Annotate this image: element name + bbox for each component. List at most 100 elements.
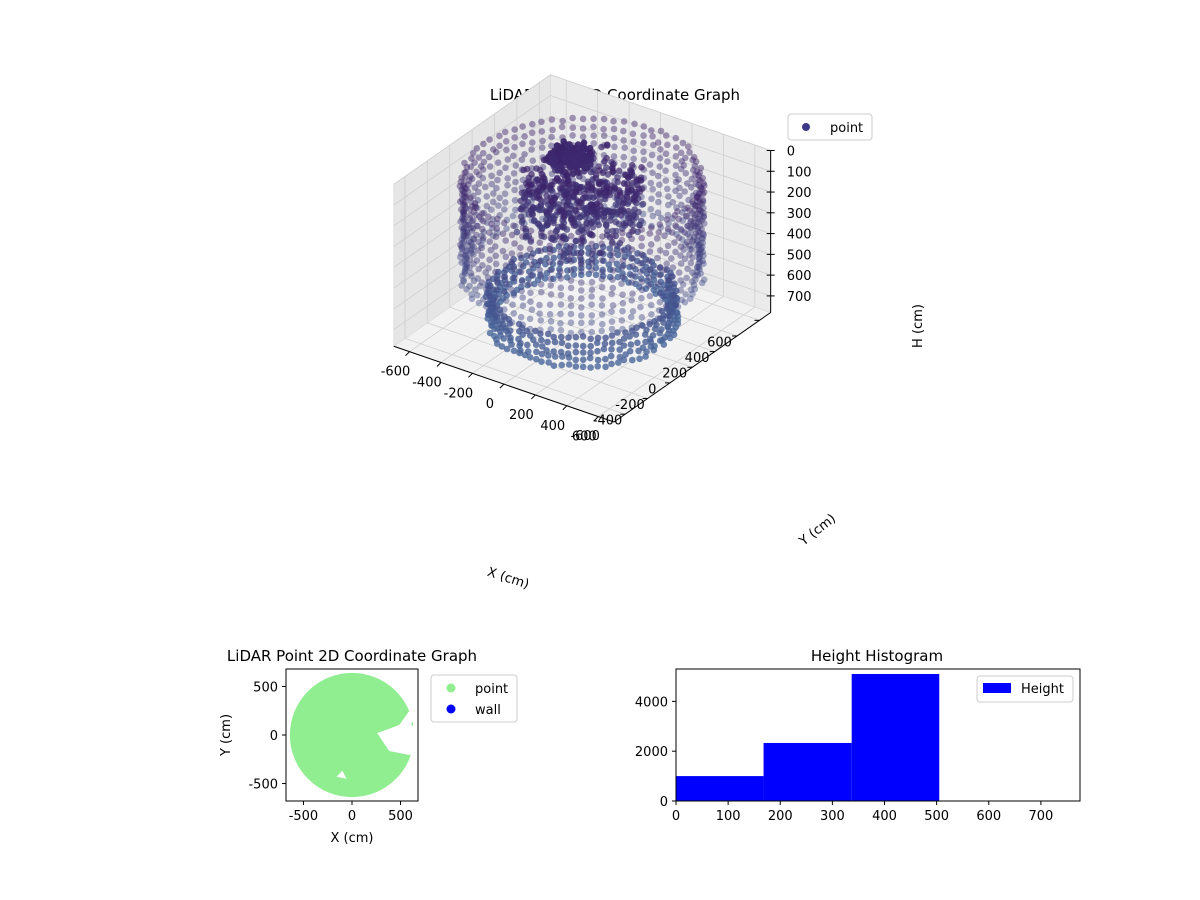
tick-label-x: -400: [412, 376, 442, 391]
point-3d: [463, 259, 471, 267]
point-3d: [577, 254, 584, 261]
point-3d: [598, 283, 606, 291]
point-3d: [543, 269, 551, 277]
point-3d: [636, 221, 643, 229]
point-3d: [654, 254, 661, 262]
point-3d: [672, 300, 679, 308]
point-3d: [462, 254, 470, 262]
tick-label-h: 200: [787, 186, 812, 201]
point-3d: [690, 153, 698, 161]
point-3d: [608, 256, 616, 264]
point-3d: [552, 212, 559, 219]
point-3d: [457, 253, 464, 261]
point-3d: [598, 302, 606, 309]
point-3d: [512, 178, 519, 186]
point-3d: [590, 123, 597, 131]
point-3d: [699, 190, 706, 198]
point-3d: [510, 347, 518, 355]
point-3d: [574, 211, 582, 218]
point-3d: [684, 230, 691, 238]
point-3d: [510, 265, 518, 273]
point-3d: [564, 350, 572, 357]
point-3d: [697, 246, 704, 253]
point-3d: [601, 209, 608, 217]
point-3d: [688, 246, 696, 253]
point-3d: [578, 243, 585, 250]
point-3d: [467, 247, 475, 254]
point-3d: [692, 189, 700, 197]
point-3d: [536, 310, 543, 318]
point-3d: [560, 253, 567, 261]
point-3d: [501, 219, 508, 227]
point-3d: [678, 236, 686, 243]
point-3d: [462, 203, 469, 210]
point-3d: [592, 213, 600, 221]
point-3d: [682, 212, 690, 220]
point-3d: [645, 282, 653, 289]
point-3d: [539, 137, 546, 145]
point-3d: [636, 355, 643, 363]
point-3d: [538, 350, 546, 358]
point-3d: [655, 307, 663, 314]
gridline-h: [393, 136, 771, 247]
point-3d: [570, 271, 578, 279]
gridline-y: [538, 82, 760, 321]
point-3d: [665, 228, 672, 235]
point-3d: [588, 240, 595, 248]
point-3d: [628, 324, 636, 331]
point-3d: [538, 128, 546, 135]
point-3d: [620, 118, 628, 125]
point-3d: [487, 304, 495, 312]
point-3d: [463, 254, 471, 261]
point-3d: [503, 216, 511, 224]
point-3d: [699, 196, 707, 204]
point-3d: [669, 264, 677, 271]
point-3d: [677, 260, 685, 267]
point-3d: [556, 157, 564, 165]
point-3d: [649, 133, 656, 140]
point-3d: [650, 262, 657, 269]
point-3d: [693, 221, 700, 228]
point-3d: [689, 236, 697, 244]
point-3d: [462, 168, 470, 176]
point-3d: [518, 287, 525, 295]
point-3d: [698, 225, 705, 233]
point-3d: [599, 320, 606, 328]
point-3d: [646, 230, 654, 237]
tick-label-x: -200: [444, 386, 474, 401]
point-3d: [537, 273, 545, 280]
point-3d: [619, 270, 626, 277]
point-3d: [478, 279, 486, 286]
point-3d: [458, 244, 465, 251]
point-3d: [517, 339, 524, 347]
point-3d: [502, 138, 510, 145]
point-3d: [556, 265, 563, 273]
point-3d: [475, 188, 482, 196]
point-3d: [694, 210, 701, 217]
point-3d: [544, 221, 551, 229]
point-3d: [487, 206, 495, 213]
point-3d: [563, 274, 571, 281]
point-3d: [571, 146, 578, 154]
point-3d: [630, 155, 637, 163]
point-3d: [682, 241, 689, 248]
point-3d: [694, 238, 701, 245]
point-3d: [678, 201, 685, 209]
tick-label-y: -400: [593, 414, 623, 429]
point-3d: [478, 216, 485, 223]
point-3d: [568, 214, 576, 222]
point-3d: [537, 257, 545, 265]
point-3d: [461, 210, 468, 218]
point-3d: [460, 233, 468, 241]
point-3d: [696, 222, 704, 230]
point-3d: [628, 187, 635, 194]
point-3d: [651, 269, 658, 276]
point-3d: [511, 274, 518, 282]
point-3d: [647, 241, 655, 248]
point-3d: [649, 185, 656, 193]
point-3d: [588, 312, 596, 319]
tick-x: [562, 405, 568, 411]
point-3d: [586, 149, 594, 157]
point-3d: [517, 347, 524, 354]
point-3d: [512, 223, 519, 230]
